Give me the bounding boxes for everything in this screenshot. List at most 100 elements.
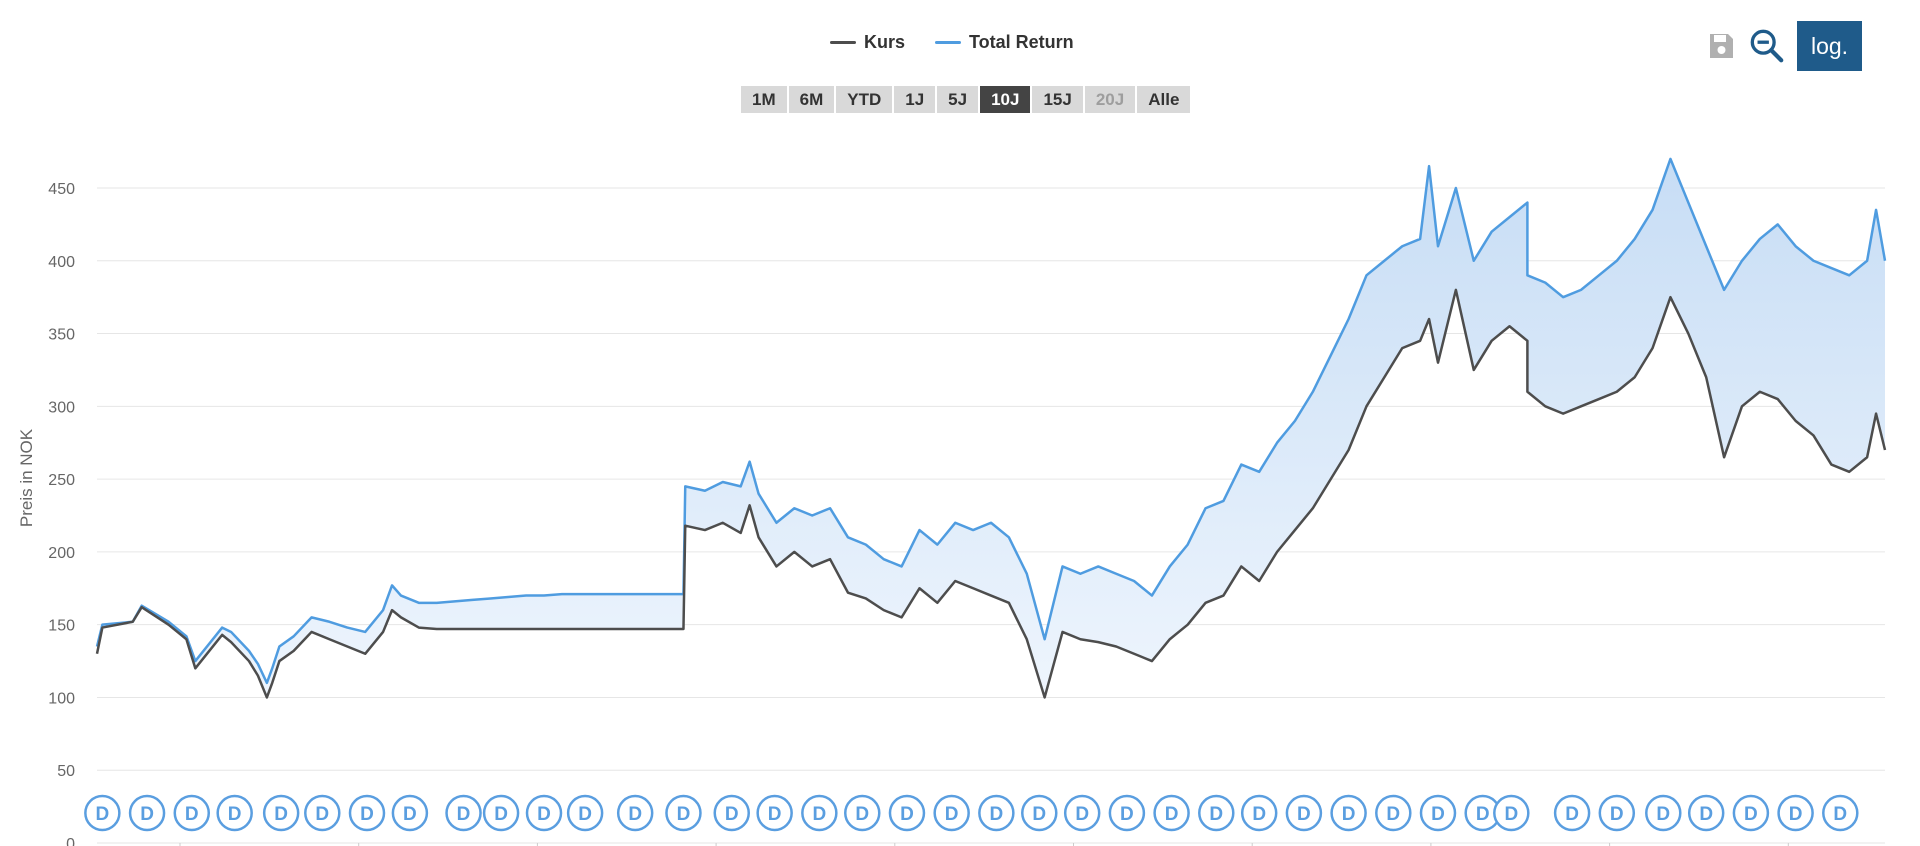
dividend-marker[interactable]: D <box>1021 794 1058 832</box>
svg-text:D: D <box>360 804 374 825</box>
dividend-marker[interactable]: D <box>391 794 429 832</box>
svg-text:D: D <box>1209 804 1223 825</box>
svg-text:D: D <box>494 804 508 825</box>
y-tick-label: 0 <box>66 836 75 846</box>
dividend-marker[interactable]: D <box>1822 794 1859 832</box>
dividend-marker[interactable]: D <box>1777 794 1814 832</box>
dividend-marker[interactable]: D <box>1153 794 1190 832</box>
svg-text:D: D <box>185 804 199 825</box>
svg-text:D: D <box>1032 804 1046 825</box>
dividend-marker[interactable]: D <box>84 794 121 832</box>
dividend-marker[interactable]: D <box>1108 794 1146 832</box>
range-button-10j[interactable]: 10J <box>980 86 1031 113</box>
chart-toolbar: log. <box>1703 21 1862 71</box>
range-button-alle[interactable]: Alle <box>1137 86 1191 113</box>
range-button-1j[interactable]: 1J <box>894 86 936 113</box>
log-scale-button[interactable]: log. <box>1797 21 1862 71</box>
svg-text:D: D <box>1565 804 1579 825</box>
legend-item-total-return[interactable]: Total Return <box>935 32 1074 53</box>
svg-text:D: D <box>315 804 329 825</box>
range-button-5j[interactable]: 5J <box>937 86 979 113</box>
y-tick-label: 150 <box>48 618 75 635</box>
svg-text:D: D <box>1342 804 1356 825</box>
svg-text:D: D <box>1476 804 1490 825</box>
legend: Kurs Total Return <box>830 32 1074 53</box>
svg-text:D: D <box>457 804 471 825</box>
svg-text:D: D <box>628 804 642 825</box>
dividend-marker[interactable]: D <box>616 794 654 832</box>
dividend-marker[interactable]: D <box>348 794 386 832</box>
svg-text:D: D <box>1252 804 1266 825</box>
dividend-marker[interactable]: D <box>1285 794 1323 832</box>
range-button-20j: 20J <box>1084 86 1136 113</box>
dividend-marker[interactable]: D <box>1375 794 1412 832</box>
dividend-marker[interactable]: D <box>525 794 563 832</box>
y-tick-label: 400 <box>48 254 75 271</box>
dividend-marker[interactable]: D <box>1419 794 1457 832</box>
dividend-marker[interactable]: D <box>216 794 253 832</box>
y-tick-label: 200 <box>48 545 75 562</box>
svg-text:D: D <box>1656 804 1670 825</box>
svg-text:D: D <box>855 804 869 825</box>
dividend-marker[interactable]: D <box>978 794 1015 832</box>
dividend-marker[interactable]: D <box>1493 794 1530 832</box>
dividend-marker[interactable]: D <box>173 794 211 832</box>
dividend-marker[interactable]: D <box>304 794 341 832</box>
dividend-marker[interactable]: D <box>665 794 702 832</box>
dividend-marker[interactable]: D <box>1240 794 1278 832</box>
dividend-marker[interactable]: D <box>128 794 166 832</box>
dividend-marker[interactable]: D <box>566 794 604 832</box>
dividend-marker[interactable]: D <box>482 794 520 832</box>
dividend-marker[interactable]: D <box>844 794 881 832</box>
y-tick-label: 350 <box>48 327 75 344</box>
dividend-marker[interactable]: D <box>1598 794 1636 832</box>
dividend-marker[interactable]: D <box>1645 794 1682 832</box>
range-button-1m[interactable]: 1M <box>741 86 787 113</box>
svg-text:D: D <box>1165 804 1179 825</box>
save-icon[interactable] <box>1703 28 1739 64</box>
dividend-marker[interactable]: D <box>1063 794 1101 832</box>
svg-text:D: D <box>228 804 242 825</box>
range-button-15j[interactable]: 15J <box>1032 86 1083 113</box>
legend-item-kurs[interactable]: Kurs <box>830 32 905 53</box>
svg-text:D: D <box>578 804 592 825</box>
dividend-marker[interactable]: D <box>1198 794 1235 832</box>
svg-text:D: D <box>812 804 826 825</box>
range-button-6m[interactable]: 6M <box>788 86 835 113</box>
series-line-kurs[interactable] <box>95 288 1887 699</box>
svg-text:D: D <box>1699 804 1713 825</box>
legend-swatch-total-return <box>935 41 962 44</box>
svg-text:D: D <box>989 804 1003 825</box>
y-tick-label: 250 <box>48 472 75 489</box>
y-tick-label: 450 <box>48 181 75 198</box>
svg-text:D: D <box>1833 804 1847 825</box>
dividend-marker[interactable]: D <box>801 794 838 832</box>
dividend-marker[interactable]: D <box>888 794 926 832</box>
dividend-marker[interactable]: D <box>1732 794 1770 832</box>
series-line-total-return[interactable] <box>95 157 1887 685</box>
zoom-out-icon[interactable] <box>1749 28 1785 64</box>
dividend-marker[interactable]: D <box>1687 794 1725 832</box>
svg-text:D: D <box>1789 804 1803 825</box>
svg-text:D: D <box>1297 804 1311 825</box>
range-button-ytd[interactable]: YTD <box>836 86 893 113</box>
dividend-marker[interactable]: D <box>713 794 750 832</box>
dividend-marker[interactable]: D <box>756 794 793 832</box>
dividend-marker[interactable]: D <box>1330 794 1367 832</box>
dividend-marker[interactable]: D <box>445 794 482 832</box>
dividend-marker[interactable]: D <box>262 794 300 832</box>
svg-text:D: D <box>1386 804 1400 825</box>
svg-text:D: D <box>677 804 691 825</box>
svg-text:D: D <box>945 804 959 825</box>
range-selector: 1M 6M YTD 1J 5J 10J 15J 20J Alle <box>741 86 1191 113</box>
svg-text:D: D <box>768 804 782 825</box>
svg-text:D: D <box>900 804 914 825</box>
svg-text:D: D <box>274 804 288 825</box>
dividend-marker[interactable]: D <box>933 794 970 832</box>
svg-text:D: D <box>1504 804 1518 825</box>
dividend-marker[interactable]: D <box>1553 794 1591 832</box>
svg-text:D: D <box>403 804 417 825</box>
legend-label-total-return: Total Return <box>969 32 1074 52</box>
svg-text:D: D <box>1744 804 1758 825</box>
